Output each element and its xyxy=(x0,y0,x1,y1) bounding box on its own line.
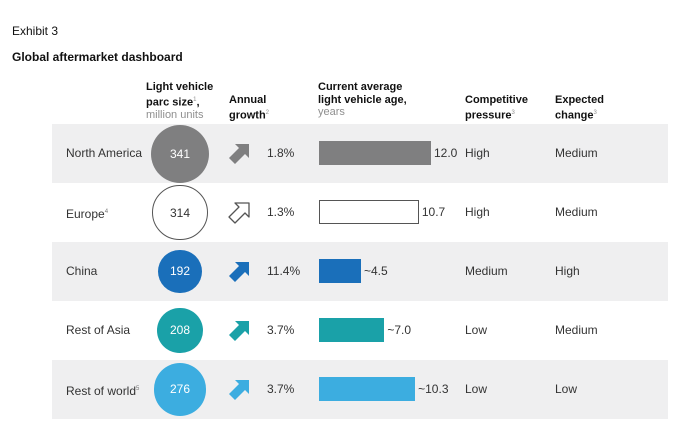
region-label: North America xyxy=(66,124,142,183)
header-parc-line1: Light vehicle xyxy=(146,81,214,93)
age-bar xyxy=(319,141,431,165)
parc-size-circle: 276 xyxy=(153,363,207,416)
region-name: Rest of world xyxy=(66,384,137,398)
expected-change-value: High xyxy=(555,264,580,278)
table-row: Europe4 314 1.3% 10.7 High Medium xyxy=(52,183,668,242)
header-age: Current average light vehicle age, years xyxy=(318,81,407,119)
table-row: Rest of Asia 208 3.7% ~7.0 Low Medium xyxy=(52,301,668,360)
header-change: Expected change3 xyxy=(555,94,604,122)
age-value-label: 12.0 xyxy=(434,146,458,160)
header-age-unit: years xyxy=(318,106,345,118)
region-label: Rest of Asia xyxy=(66,301,130,360)
parc-size-circle: 208 xyxy=(157,307,203,354)
region-footnote: 4 xyxy=(104,209,109,215)
header-pressure-line2: pressure xyxy=(465,109,512,122)
competitive-pressure-value: High xyxy=(465,146,490,160)
expected-change-value: Medium xyxy=(555,323,598,337)
header-growth-line1: Annual xyxy=(229,94,267,106)
annual-growth-value: 3.7% xyxy=(267,382,295,396)
header-pressure-line1: Competitive xyxy=(465,94,528,106)
expected-change-value: Low xyxy=(555,382,578,396)
age-value-label: 10.7 xyxy=(421,205,446,219)
region-label: Europe4 xyxy=(66,183,108,244)
header-parc-line2: parc size xyxy=(146,96,194,109)
growth-arrow-icon xyxy=(226,259,252,290)
age-value-label: ~7.0 xyxy=(387,323,412,337)
region-name: Europe xyxy=(66,207,105,221)
growth-arrow-icon xyxy=(226,318,252,349)
parc-size-circle: 341 xyxy=(151,124,209,183)
header-change-sup: 3 xyxy=(593,109,597,116)
header-parc-unit: million units xyxy=(146,108,204,121)
age-bar xyxy=(319,377,416,401)
header-growth-sup: 2 xyxy=(265,109,270,116)
table-row: China 192 11.4% ~4.5 Medium High xyxy=(52,242,668,301)
annual-growth-value: 1.3% xyxy=(267,205,295,219)
expected-change-value: Medium xyxy=(555,205,598,219)
region-name: Rest of Asia xyxy=(66,323,131,337)
annual-growth-value: 11.4% xyxy=(267,264,301,278)
header-change-line1: Expected xyxy=(555,94,604,106)
competitive-pressure-value: Medium xyxy=(465,264,508,278)
header-parc-sup: 1 xyxy=(193,96,197,103)
growth-arrow-icon xyxy=(226,200,252,231)
header-growth-line2: growth xyxy=(229,109,266,122)
region-label: China xyxy=(66,242,97,301)
age-bar xyxy=(319,200,419,224)
annual-growth-value: 1.8% xyxy=(267,146,295,160)
growth-arrow-icon xyxy=(226,141,252,172)
header-parc-size: Light vehicle parc size1, million units xyxy=(146,81,214,121)
header-age-line1: Current average xyxy=(318,81,403,93)
growth-arrow-icon xyxy=(226,377,252,408)
header-pressure-sup: 3 xyxy=(511,109,515,116)
exhibit-label: Exhibit 3 xyxy=(12,24,59,38)
table-row: North America 341 1.8% 12.0 High Medium xyxy=(52,124,668,183)
parc-size-circle: 192 xyxy=(158,249,202,294)
competitive-pressure-value: Low xyxy=(465,382,488,396)
age-bar xyxy=(319,259,361,283)
header-change-line2: change xyxy=(555,109,594,122)
header-growth: Annual growth2 xyxy=(229,94,269,122)
competitive-pressure-value: Low xyxy=(465,323,488,337)
header-pressure: Competitive pressure3 xyxy=(465,94,528,122)
table-row: Rest of world5 276 3.7% ~10.3 Low Low xyxy=(52,360,668,419)
dashboard-title: Global aftermarket dashboard xyxy=(12,50,183,64)
header-age-line2: light vehicle age, xyxy=(318,93,407,106)
competitive-pressure-value: High xyxy=(465,205,490,219)
age-value-label: ~10.3 xyxy=(418,382,449,396)
annual-growth-value: 3.7% xyxy=(267,323,295,337)
region-name: North America xyxy=(66,146,143,160)
region-footnote: 5 xyxy=(136,386,140,392)
parc-size-circle: 314 xyxy=(152,184,208,241)
age-value-label: ~4.5 xyxy=(364,264,388,278)
region-name: China xyxy=(66,264,98,278)
region-label: Rest of world5 xyxy=(66,360,139,421)
expected-change-value: Medium xyxy=(555,146,598,160)
age-bar xyxy=(319,318,385,342)
